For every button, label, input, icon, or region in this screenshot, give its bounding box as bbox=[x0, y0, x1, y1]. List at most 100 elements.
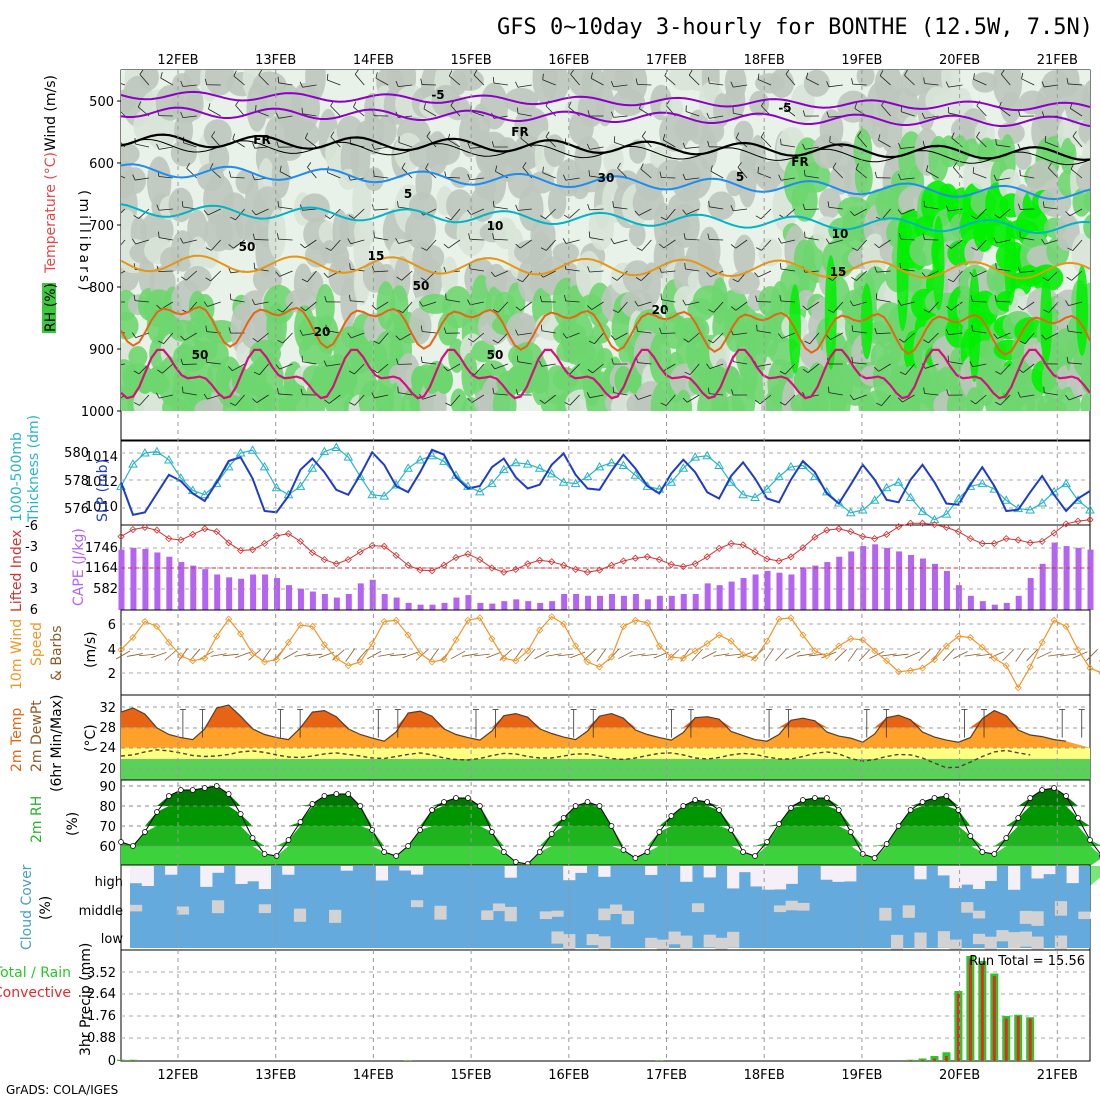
barb-shaft bbox=[804, 175, 819, 179]
barb-shaft bbox=[447, 363, 461, 372]
rh-point bbox=[955, 807, 962, 813]
bottom-date-15feb: 15FEB bbox=[451, 1068, 492, 1083]
barb-shaft bbox=[422, 362, 437, 365]
li-point bbox=[595, 566, 604, 574]
li-point bbox=[500, 568, 508, 576]
barb-shaft bbox=[1044, 141, 1059, 148]
barb-10m bbox=[847, 648, 858, 662]
barb-shaft bbox=[1068, 394, 1083, 401]
rh-point bbox=[321, 793, 328, 799]
barb-feather bbox=[179, 237, 184, 244]
barb-10m bbox=[641, 653, 658, 657]
barb-shaft bbox=[163, 332, 174, 344]
rh-point bbox=[859, 851, 866, 857]
barb-feather bbox=[610, 238, 615, 244]
barb-feather bbox=[420, 356, 423, 363]
barb-feather bbox=[300, 388, 303, 395]
wind-point bbox=[835, 642, 843, 650]
barb-feather bbox=[300, 306, 306, 311]
barb-feather bbox=[760, 131, 765, 138]
barb-shaft bbox=[230, 176, 245, 179]
temperature-label: Temperature (°C) bbox=[43, 152, 59, 274]
barb-feather bbox=[492, 339, 499, 344]
rh-point bbox=[166, 793, 172, 799]
barb-shaft bbox=[493, 115, 508, 119]
cloud-low-gap bbox=[645, 937, 658, 948]
wind10-panel: 6 4 2 10m Wind Speed & Barbs (m/s) bbox=[9, 609, 1100, 696]
barb-shaft bbox=[853, 301, 867, 307]
barb-shaft bbox=[545, 105, 556, 117]
rh-point bbox=[656, 829, 663, 835]
rh-point bbox=[1075, 815, 1081, 821]
barb-feather bbox=[688, 70, 693, 76]
barb-feather bbox=[208, 103, 211, 110]
thickness-point bbox=[857, 504, 868, 514]
cape-bar bbox=[656, 595, 663, 610]
barb-feather bbox=[371, 143, 375, 150]
barb-feather bbox=[804, 231, 806, 238]
rh-point bbox=[500, 849, 507, 855]
thickness-point bbox=[905, 492, 916, 501]
barb-feather bbox=[232, 133, 235, 140]
slp-tick-1012: 1012 bbox=[85, 475, 118, 490]
barb-feather bbox=[612, 386, 615, 393]
barb-feather bbox=[802, 203, 806, 210]
barb-feather bbox=[756, 247, 762, 251]
wind-point bbox=[296, 621, 305, 629]
barb-feather bbox=[897, 397, 903, 403]
barb-10m bbox=[918, 649, 931, 661]
cape-bar bbox=[214, 574, 221, 610]
barb-feather bbox=[568, 101, 572, 108]
barb-shaft bbox=[254, 301, 269, 306]
level-900: 900 bbox=[89, 343, 114, 358]
barb-shaft bbox=[829, 239, 843, 245]
cloud-high-gap bbox=[820, 866, 833, 880]
cape-bar bbox=[561, 594, 568, 610]
top-date-21feb: 21FEB bbox=[1037, 53, 1078, 68]
rh-cell bbox=[998, 168, 1021, 200]
cloud-mid-gap bbox=[176, 906, 190, 915]
barb-feather bbox=[111, 325, 112, 331]
barb-feather bbox=[468, 338, 474, 343]
li-point bbox=[189, 530, 197, 538]
rh-cell bbox=[430, 137, 461, 166]
barb-feather bbox=[139, 70, 144, 75]
barb-shaft bbox=[1000, 363, 1011, 375]
rh-point bbox=[417, 827, 423, 833]
barb-feather bbox=[1021, 72, 1024, 79]
barb-feather bbox=[803, 169, 806, 176]
contour-label-4: FR bbox=[791, 155, 808, 169]
cape-label: CAPE (J/kg) bbox=[71, 528, 87, 606]
barb-shaft bbox=[1048, 301, 1059, 313]
barb-10m bbox=[618, 650, 633, 660]
rh-point bbox=[1003, 835, 1010, 841]
barb-shaft bbox=[878, 139, 891, 148]
barb-shaft bbox=[804, 237, 819, 241]
barb-feather bbox=[779, 370, 786, 375]
barb-shaft bbox=[951, 137, 963, 148]
wind-point bbox=[930, 655, 939, 664]
barb-feather bbox=[587, 110, 590, 117]
barb-shaft bbox=[900, 238, 915, 241]
barb-shaft bbox=[637, 394, 652, 400]
barb-shaft bbox=[230, 299, 245, 303]
barb-feather bbox=[252, 398, 258, 403]
li-point bbox=[249, 546, 257, 554]
barb-feather bbox=[275, 112, 280, 119]
cloud-mid-gap bbox=[1031, 911, 1044, 926]
barb-shaft bbox=[854, 208, 867, 216]
barb-shaft bbox=[279, 171, 293, 179]
wind-point bbox=[284, 638, 293, 646]
barb-feather bbox=[826, 111, 830, 118]
rh-moist-cell bbox=[932, 215, 945, 311]
barb-shaft bbox=[781, 177, 795, 181]
barb-feather bbox=[995, 262, 997, 269]
barb-shaft bbox=[302, 332, 317, 336]
barb-feather bbox=[373, 340, 380, 345]
barb-feather bbox=[304, 132, 309, 139]
barb-feather bbox=[397, 201, 399, 208]
li-point bbox=[548, 558, 556, 566]
cloud-high-gap bbox=[703, 866, 716, 878]
barb-feather bbox=[857, 131, 862, 137]
